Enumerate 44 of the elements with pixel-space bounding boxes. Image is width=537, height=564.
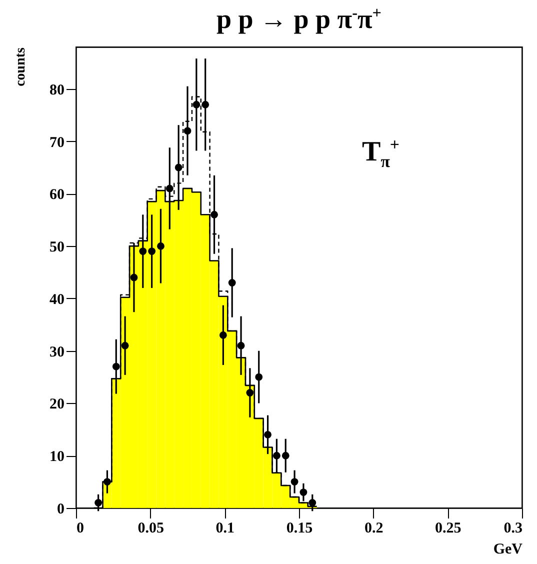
point (112, 362, 120, 370)
y-axis-title: counts (14, 46, 28, 86)
point (148, 248, 156, 256)
x-axis-title: GeV (493, 542, 523, 558)
point (192, 100, 200, 108)
point (282, 452, 290, 460)
point (300, 488, 308, 496)
point (130, 274, 138, 282)
y-tick-label: 80 (50, 82, 64, 98)
point (290, 478, 298, 486)
point (94, 499, 102, 506)
point (202, 100, 210, 108)
point (210, 210, 218, 218)
point (246, 389, 254, 396)
point (228, 279, 236, 286)
point (308, 499, 316, 506)
y-tick-label: 0 (57, 502, 64, 518)
y-tick-label: 20 (50, 396, 64, 413)
point (157, 242, 164, 250)
point (237, 342, 245, 350)
chart-title: p p → p p π$^{-}$π$^{+}$ (215, 4, 383, 35)
y-tick-label: 40 (50, 292, 64, 308)
x-tick-label: 0.1 (216, 520, 235, 536)
point (166, 184, 174, 192)
x-tick-label: 0.05 (138, 520, 164, 536)
point (255, 373, 263, 381)
y-tick-label: 60 (50, 187, 64, 204)
point (174, 164, 182, 172)
point (219, 331, 227, 339)
point (264, 430, 272, 438)
point (104, 478, 111, 486)
y-tick-label: 10 (50, 449, 64, 466)
x-tick-label: 0.2 (364, 520, 384, 536)
x-tick-label: 0.15 (286, 520, 313, 536)
point (139, 248, 147, 256)
x-tick-label: 0 (76, 520, 84, 536)
x-tick-label: 0.25 (435, 520, 462, 536)
y-tick-label: 70 (50, 134, 64, 151)
point (121, 342, 129, 350)
point (184, 127, 192, 135)
y-tick-label: 50 (50, 240, 64, 256)
x-tick-label: 0.3 (504, 520, 522, 536)
point (272, 452, 280, 460)
y-tick-label: 30 (50, 344, 64, 360)
